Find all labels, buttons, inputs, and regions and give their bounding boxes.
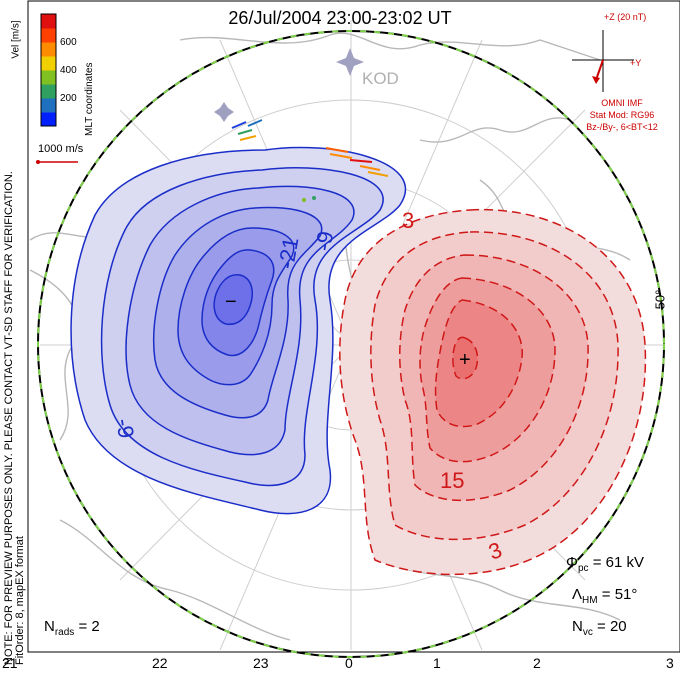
colorbar-label: Vel [m/s] [10,20,22,59]
station-marker [214,48,364,122]
mlt-tick-23: 23 [253,655,269,671]
reference-vector [36,160,78,164]
vector-count: Nvc = 20 [572,618,627,638]
potential-minimum-marker: − [225,291,237,313]
mlt-tick-0: 0 [345,655,353,671]
hm-boundary-dashes [37,30,665,658]
cross-polar-potential: Φpc = 61 kV [566,554,644,574]
colorbar-segment [41,14,56,29]
coords-label: MLT coordinates [84,62,95,136]
colorbar-segment [41,84,56,99]
plot-frame [27,0,680,653]
colorbar-segment [41,56,56,71]
colorbar-frame [40,13,57,127]
plot-title: 26/Jul/2004 23:00-23:02 UT [228,8,452,28]
velocity-colorbar [41,14,56,127]
colorbar-segment [41,98,56,113]
potential-maximum-marker: + [459,349,471,371]
imf-title: OMNI IMF [601,98,643,108]
positive-potential-cell [339,208,647,576]
mlt-tick-22: 22 [152,655,168,671]
station-label: KOD [362,69,399,88]
contour-label-neg-mid: -9 [310,229,338,253]
contour-label-pos-mid: 15 [440,468,464,493]
mlt-tick-2: 2 [533,655,541,671]
colorbar-segment [41,70,56,85]
mlt-tick-21: 21 [2,655,18,671]
colorbar-segment [41,28,56,43]
imf-bin: Bz-/By-, 6<BT<12 [586,122,658,132]
imf-y-label: +Y [630,58,642,68]
imf-panel: +Z (20 nT) +Y OMNI IMF Stat Mod: RG96 Bz… [560,8,670,138]
imf-scale-label: +Z (20 nT) [604,12,647,22]
colorbar-segment [41,112,56,127]
radar-count: Nrads = 2 [44,618,100,638]
colorbar-tick-400: 400 [60,65,77,76]
mlt-tick-1: 1 [433,655,441,671]
velocity-vectors [231,119,389,202]
negative-potential-cell [70,146,407,515]
contour-label-neg-inner: -21 [273,235,303,271]
contour-label-neg-outer: -9 [111,417,139,441]
imf-clock [572,30,634,92]
colorbar-tick-200: 200 [60,93,77,104]
mlt-tick-3: 3 [666,655,674,671]
colorbar-segment [41,42,56,57]
latitude-label-50: 50° [652,289,668,310]
hm-latitude: ΛHM = 51° [572,586,638,606]
contour-label-pos-top: 3 [402,208,414,233]
fit-order-note: FitOrder: 8, mapEX format [14,536,26,665]
imf-model: Stat Mod: RG96 [589,110,655,120]
reference-vector-label: 1000 m/s [38,143,84,155]
colorbar-tick-600: 600 [60,37,77,48]
